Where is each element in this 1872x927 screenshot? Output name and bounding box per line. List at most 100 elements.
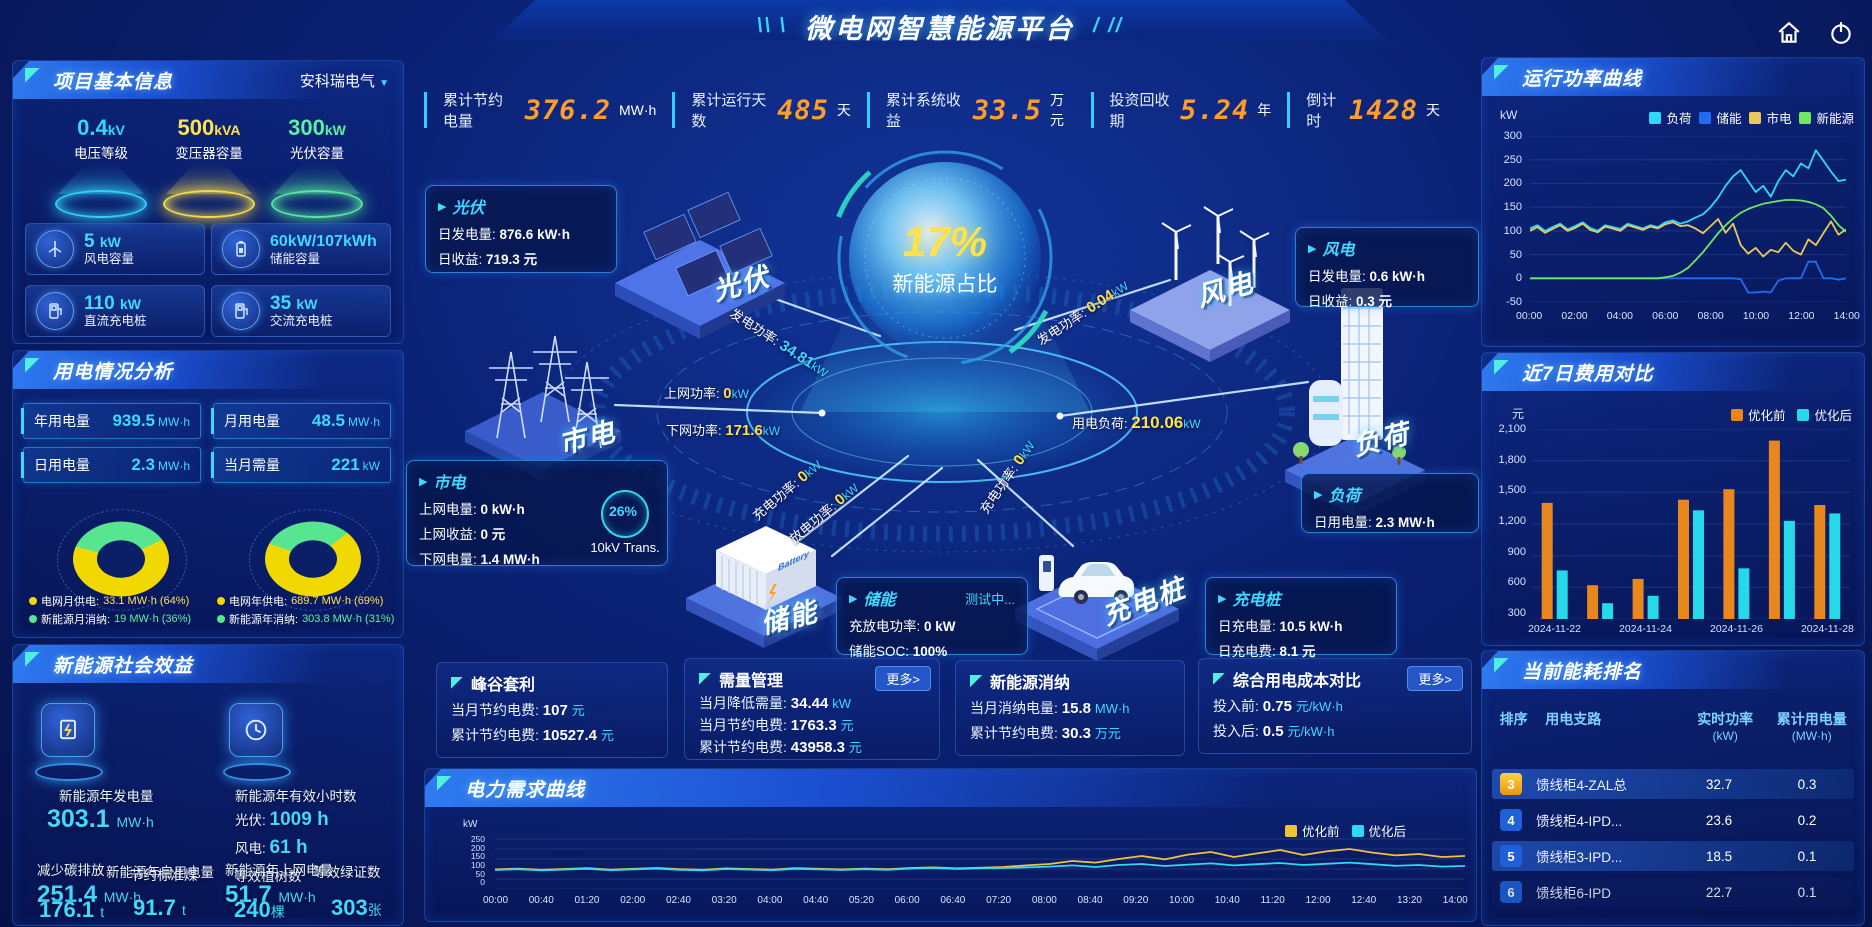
ranking-row[interactable]: 5 馈线柜3-IPD... 18.5 0.1 [1492, 841, 1854, 871]
demand-legend: 优化前 优化后 [1285, 821, 1406, 840]
flow-grid-down: 下网功率: 171.6kW [666, 422, 781, 439]
legend-before[interactable]: 优化前 [1285, 821, 1340, 840]
panel-run-power: 运行功率曲线 kW 负荷 储能 市电 新能源 300 250 200 150 100 50… [1481, 57, 1865, 347]
cost-x-axis: 2024-11-22 2024-11-24 2024-11-26 2024-11-28 [1528, 623, 1854, 635]
panel-header: 项目基本信息 安科瑞电气 ▼ [13, 61, 403, 99]
icon-glow [35, 763, 103, 781]
value-pv-hours: 光伏: 1009 h [235, 809, 329, 830]
ranking-row[interactable]: 4 馈线柜4-IPD... 23.6 0.2 [1492, 805, 1854, 835]
pedestal-glow [55, 190, 147, 218]
arrow-icon: ▶ [438, 200, 447, 213]
run-power-chart [1530, 136, 1846, 302]
company-dropdown[interactable]: 安科瑞电气 ▼ [299, 72, 389, 90]
home-icon[interactable] [1772, 16, 1806, 50]
card-ac-charger: 35 kW 交流充电桩 [211, 285, 391, 337]
legend-newenergy-month: 新能源月消纳: 19 MW·h (36%) [29, 611, 191, 627]
panel-header: 运行功率曲线 [1482, 58, 1864, 96]
ranking-row[interactable]: 6 馈线柜6-IPD 22.7 0.1 [1492, 877, 1854, 907]
panel-cost-compare: 近7日费用对比 元 优化前 优化后 2,100 1,800 1,500 1,200 90… [1481, 352, 1865, 646]
panel-title: 近7日费用对比 [1522, 363, 1654, 385]
panel-title: 新能源社会效益 [53, 655, 194, 677]
value-self-use: 251.4 MW·h [37, 881, 142, 908]
label-co2: 减少碳排放 [37, 863, 105, 878]
label-coal: 节约标准煤 [130, 868, 198, 883]
transformer-label: 10kV Trans. [590, 540, 660, 555]
more-button[interactable]: 更多> [875, 666, 931, 691]
panel-header: 近7日费用对比 [1482, 353, 1864, 391]
ranking-row[interactable]: 3 馈线柜4-ZAL总 32.7 0.3 [1492, 769, 1854, 799]
value-certs: 303张 [331, 895, 382, 920]
label-annual-gen: 新能源年发电量 [59, 789, 154, 804]
panel-header: 新能源社会效益 [13, 645, 403, 683]
cost-legend: 优化前 优化后 [1730, 405, 1852, 424]
panel-header: 电力需求曲线 [425, 769, 1474, 807]
kpi-saved-energy: 累计节约电量 376.2 MW·h [424, 92, 672, 130]
panel-corner-icon [25, 358, 41, 374]
chip-day-usage: 日用电量 2.3 MW·h [21, 447, 201, 483]
legend-newenergy-year: 新能源年消纳: 303.8 MW·h (31%) [217, 611, 394, 627]
dropdown-caret-icon: ▼ [379, 77, 389, 89]
kpi-run-days: 累计运行天数 485 天 [672, 92, 867, 130]
new-energy-sphere [849, 162, 1041, 354]
flow-grid-up: 上网功率: 0kW [664, 385, 749, 402]
legend-load[interactable]: 负荷 [1649, 108, 1691, 127]
wind-turbine-icon [36, 230, 74, 268]
title-deco-left: \\ \ [756, 14, 787, 37]
legend-storage[interactable]: 储能 [1699, 108, 1741, 127]
tooltip-wind: ▶ 风电 日发电量: 0.6 kW·h 日收益: 0.3 元 [1295, 227, 1479, 309]
panel-social-benefit: 新能源社会效益 新能源年发电量 303.1 MW·h 新能源年有效小时数 光伏:… [12, 644, 404, 926]
new-energy-percent: 17% 新能源占比 [892, 218, 998, 296]
legend-grid-year: 电网年供电: 689.7 MW·h (69%) [217, 593, 383, 609]
rank-badge: 4 [1500, 809, 1522, 831]
legend-after[interactable]: 优化后 [1351, 821, 1406, 840]
value-trees: 240棵 [234, 897, 285, 922]
ac-charger-icon [222, 292, 260, 330]
run-y-axis: 300 250 200 150 100 50 0 -50 [1503, 130, 1522, 308]
card-cost-compare: 综合用电成本对比 更多> 投入前: 0.75 元/kW·h 投入后: 0.5 元… [1198, 658, 1472, 754]
arrow-icon: ▶ [1218, 592, 1227, 605]
charging-pile-node [1015, 555, 1179, 661]
label-to-grid: 新能源年上网电量 [225, 863, 333, 878]
label-certs: 等效绿证数 [313, 865, 381, 880]
power-icon[interactable] [1824, 16, 1858, 50]
app-title-bar: \\ \ 微电网智慧能源平台 / // [480, 0, 1400, 52]
app-title: 微电网智慧能源平台 [805, 13, 1075, 44]
more-button[interactable]: 更多> [1407, 666, 1463, 691]
pedestal-pv-capacity: 300kW 光伏容量 [257, 115, 377, 218]
panel-corner-icon [437, 776, 453, 792]
label-self-use: 新能源年自用电量 [106, 865, 214, 880]
pedestal-glow [271, 190, 363, 218]
cost-y-axis: 2,100 1,800 1,500 1,200 900 600 300 [1498, 423, 1526, 619]
pv-node [615, 191, 785, 339]
kpi-payback: 投资回收期 5.24 年 [1090, 92, 1288, 130]
card-peak-valley: 峰谷套利 当月节约电费: 107 元 累计节约电费: 10527.4 元 [436, 662, 668, 758]
legend-after[interactable]: 优化后 [1797, 405, 1852, 424]
dc-charger-icon [36, 292, 74, 330]
panel-header: 当前能耗排名 [1482, 651, 1864, 689]
panel-corner-icon [1494, 65, 1510, 81]
card-dc-charger: 110 kW 直流充电桩 [25, 285, 205, 337]
kpi-countdown: 倒计时 1428 天 [1287, 92, 1456, 130]
title-deco-right: / // [1093, 14, 1124, 37]
chip-month-usage: 月用电量 48.5 MW·h [211, 403, 391, 439]
tooltip-storage: ▶ 储能 测试中... 充放电功率: 0 kW 储能SOC: 100% [836, 577, 1028, 659]
ranking-header: 排序 用电支路 实时功率 (kW) 累计用电量 (MW·h) [1499, 711, 1847, 743]
legend-grid[interactable]: 市电 [1749, 108, 1791, 127]
value-wind-hours: 风电: 61 h [235, 837, 308, 858]
arrow-icon: ▶ [1314, 488, 1323, 501]
wind-node [1130, 206, 1290, 362]
icon-glow [223, 763, 291, 781]
legend-before[interactable]: 优化前 [1730, 405, 1785, 424]
value-annual-gen: 303.1 MW·h [47, 805, 154, 833]
panel-title: 用电情况分析 [53, 361, 174, 383]
panel-header: 用电情况分析 [13, 351, 403, 389]
storage-status: 测试中... [965, 591, 1015, 607]
legend-newenergy[interactable]: 新能源 [1799, 108, 1854, 127]
cost-bar-chart [1532, 429, 1850, 619]
panel-usage-analysis: 用电情况分析 年用电量 939.5 MW·h 月用电量 48.5 MW·h 日用电量 2.… [12, 350, 404, 638]
run-legend: 负荷 储能 市电 新能源 [1649, 108, 1854, 127]
panel-title: 项目基本信息 [53, 71, 174, 93]
card-newenergy-absorb: 新能源消纳 当月消纳电量: 15.8 MW·h 累计节约电费: 30.3 万元 [955, 660, 1185, 756]
energy-meter-icon [41, 703, 95, 757]
